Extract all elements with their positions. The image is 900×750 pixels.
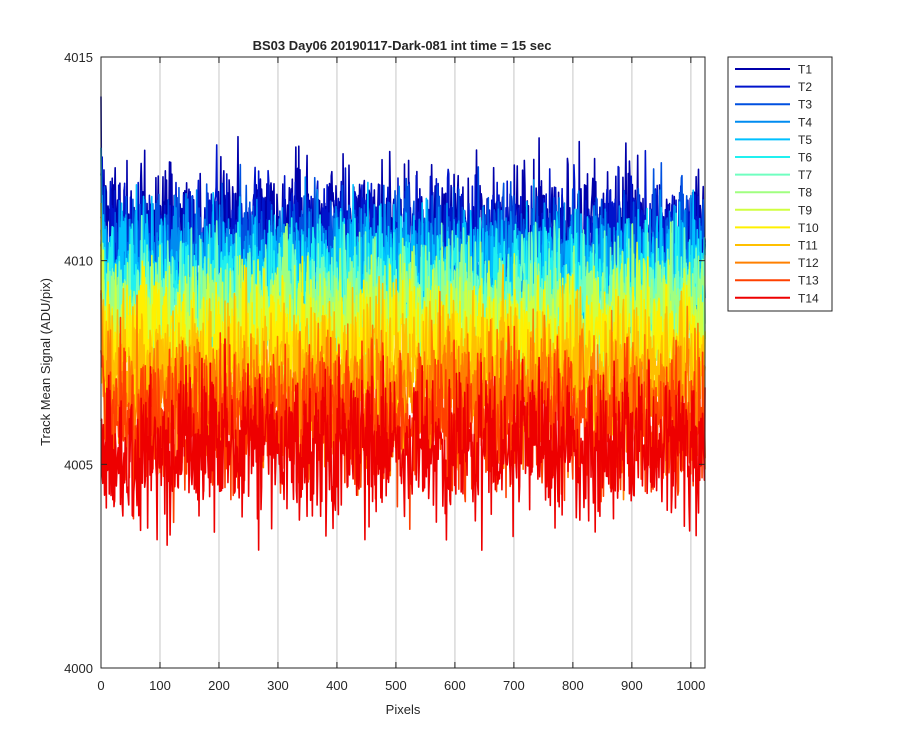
x-tick-label: 200 xyxy=(208,678,230,693)
legend-label-t5: T5 xyxy=(798,133,812,147)
legend: T1 T2 T3 T4 T5 T6 T7 T8 T9 T10 T11 T12 T13 T14 xyxy=(727,56,833,312)
legend-label-t2: T2 xyxy=(798,80,812,94)
x-tick-label: 1000 xyxy=(676,678,705,693)
y-axis-ticks: 4000 4005 4010 4015 xyxy=(64,50,705,676)
legend-label-t14: T14 xyxy=(798,291,819,305)
chart-title: BS03 Day06 20190117-Dark-081 int time = … xyxy=(253,38,552,53)
legend-label-t1: T1 xyxy=(798,63,812,77)
x-axis-label: Pixels xyxy=(386,702,421,717)
legend-label-t7: T7 xyxy=(798,168,812,182)
x-tick-label: 900 xyxy=(621,678,643,693)
y-tick-label: 4000 xyxy=(64,661,93,676)
x-tick-label: 800 xyxy=(562,678,584,693)
y-axis-label: Track Mean Signal (ADU/pix) xyxy=(38,278,53,446)
x-tick-label: 600 xyxy=(444,678,466,693)
x-tick-label: 400 xyxy=(326,678,348,693)
legend-label-t8: T8 xyxy=(798,186,812,200)
legend-label-t10: T10 xyxy=(798,221,819,235)
legend-label-t11: T11 xyxy=(798,239,818,253)
x-tick-label: 300 xyxy=(267,678,289,693)
x-axis-ticks: 0 100 200 300 400 500 600 700 800 900 1000 xyxy=(97,57,705,693)
legend-label-t3: T3 xyxy=(798,98,812,112)
x-tick-label: 500 xyxy=(385,678,407,693)
legend-label-t13: T13 xyxy=(798,274,819,288)
legend-label-t9: T9 xyxy=(798,203,812,217)
legend-label-t12: T12 xyxy=(798,256,819,270)
plot-frame xyxy=(100,56,706,669)
plot-axes: 0 100 200 300 400 500 600 700 800 900 1000 4000400… xyxy=(64,50,706,693)
y-tick-label: 4010 xyxy=(64,254,93,269)
legend-label-t4: T4 xyxy=(798,115,812,129)
series-lines xyxy=(100,96,706,551)
y-tick-label: 4005 xyxy=(64,457,93,472)
legend-label-t6: T6 xyxy=(798,151,812,165)
x-tick-label: 100 xyxy=(149,678,171,693)
y-tick-label: 4015 xyxy=(64,50,93,65)
x-tick-label: 0 xyxy=(97,678,104,693)
legend-box xyxy=(727,56,833,312)
x-tick-label: 700 xyxy=(503,678,525,693)
series-line-t14 xyxy=(100,338,706,551)
legend-items: T1 T2 T3 T4 T5 T6 T7 T8 T9 T10 T11 T12 T13 T14 xyxy=(735,63,819,305)
